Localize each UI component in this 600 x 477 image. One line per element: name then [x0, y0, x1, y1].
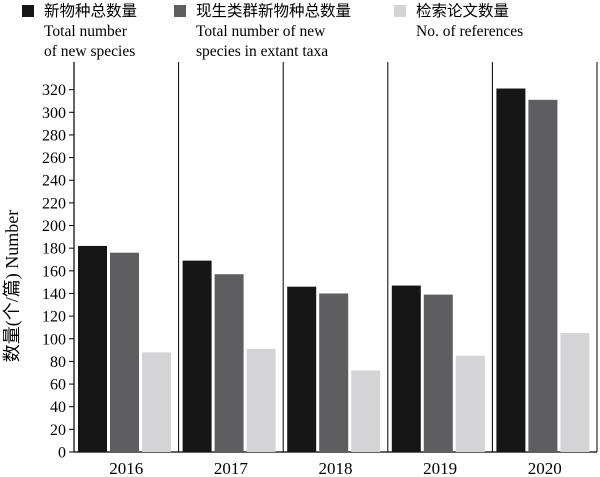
bar-2018-series-3 — [351, 370, 381, 452]
bar-2019-series-1 — [391, 285, 421, 452]
bar-2017-series-1 — [182, 260, 212, 452]
bar-2016-series-2 — [110, 252, 139, 452]
y-tick-label: 160 — [42, 263, 66, 280]
legend-label: 检索论文数量 — [416, 2, 509, 20]
y-tick-label: 140 — [42, 286, 66, 303]
x-tick-label: 2016 — [109, 459, 143, 477]
y-tick-label: 40 — [50, 399, 66, 416]
y-tick-label: 240 — [42, 173, 66, 190]
bar-2019-series-2 — [423, 294, 453, 452]
y-tick-label: 60 — [50, 377, 66, 394]
y-axis: 0 20 40 60 80 100 120 140 160 180 200 220 240 260 280 3… — [42, 62, 75, 462]
bar-2019-series-3 — [455, 355, 485, 452]
y-tick-label: 80 — [50, 354, 66, 371]
legend-label: Total number of new — [196, 23, 326, 40]
bar-2018-series-2 — [319, 293, 349, 452]
y-tick-label: 220 — [42, 195, 66, 212]
legend-swatch — [22, 5, 34, 17]
y-tick-label: 300 — [42, 105, 66, 122]
plot-area — [74, 62, 598, 453]
y-tick-label: 320 — [42, 82, 66, 99]
bar-2017-series-2 — [214, 274, 244, 452]
y-tick-label: 0 — [58, 445, 66, 462]
legend: 新物种总数量 Total number of new species 现生类群新物种总… — [22, 2, 523, 60]
legend-label: 现生类群新物种总数量 — [196, 2, 351, 20]
bar-2016-series-1 — [78, 245, 107, 452]
legend-label: Total number — [44, 23, 128, 40]
bar-2020-series-2 — [528, 99, 558, 453]
x-axis: 2016 2017 2018 2019 2020 — [109, 459, 561, 477]
bar-2020-series-3 — [560, 333, 590, 452]
y-tick-label: 180 — [42, 241, 66, 258]
bar-2020-series-1 — [496, 88, 526, 452]
legend-swatch — [174, 5, 186, 17]
legend-label: 新物种总数量 — [44, 2, 137, 20]
x-tick-label: 2020 — [528, 459, 562, 477]
bar-2017-series-3 — [246, 348, 276, 452]
y-tick-label: 200 — [42, 218, 66, 235]
x-tick-label: 2018 — [319, 459, 353, 477]
y-tick-label: 260 — [42, 150, 66, 167]
y-tick-label: 100 — [42, 331, 66, 348]
y-tick-label: 120 — [42, 309, 66, 326]
y-tick-label: 280 — [42, 127, 66, 144]
bar-2016-series-3 — [142, 352, 171, 452]
legend-label: No. of references — [416, 23, 523, 40]
y-tick-label: 20 — [50, 422, 66, 439]
bar-2018-series-1 — [287, 286, 317, 452]
x-tick-label: 2017 — [214, 459, 249, 477]
y-axis-label: 数量(个/篇) Number — [2, 210, 23, 362]
legend-swatch — [394, 5, 406, 17]
legend-label: of new species — [44, 43, 135, 60]
legend-label: species in extant taxa — [196, 43, 328, 60]
x-tick-label: 2019 — [423, 459, 457, 477]
